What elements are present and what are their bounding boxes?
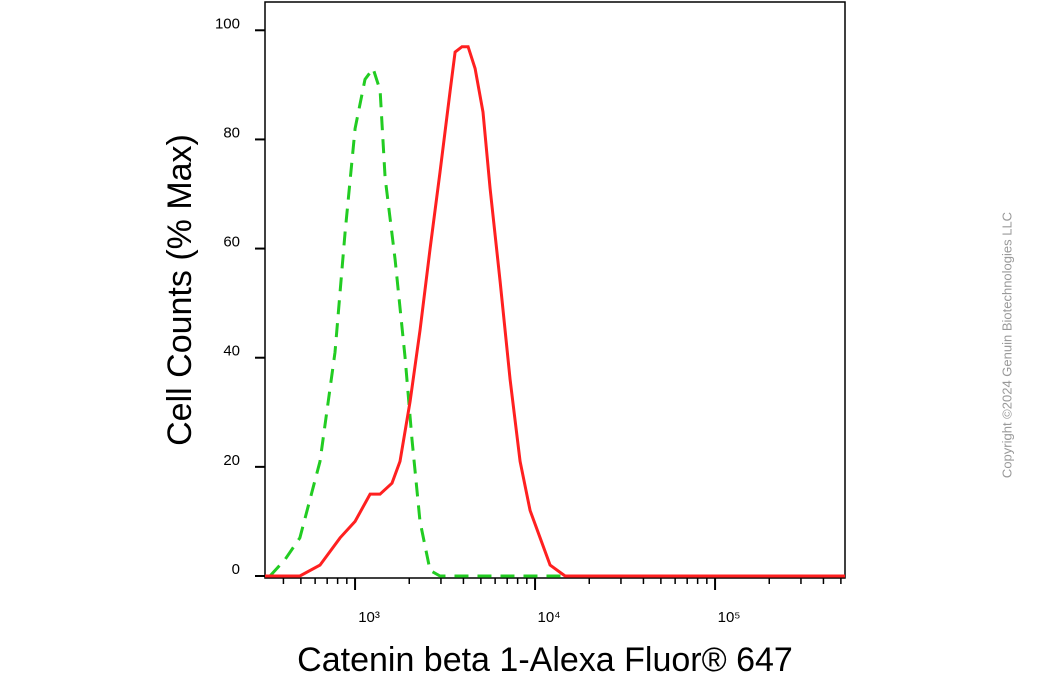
x-tick-label: 10⁴ xyxy=(537,609,560,626)
y-tick-label: 20 xyxy=(223,452,240,469)
x-axis-label: Catenin beta 1-Alexa Fluor® 647 xyxy=(297,641,793,679)
plot-frame xyxy=(264,1,846,579)
x-tick-label: 10³ xyxy=(358,609,380,626)
y-tick-label: 0 xyxy=(232,561,240,578)
y-axis-label: Cell Counts (% Max) xyxy=(161,134,199,446)
y-tick-label: 80 xyxy=(223,124,240,141)
x-tick-label: 10⁵ xyxy=(718,609,741,626)
histogram-line xyxy=(268,65,845,578)
y-tick-label: 60 xyxy=(223,234,240,251)
y-tick-label: 40 xyxy=(223,343,240,360)
y-tick-label: 100 xyxy=(215,15,240,32)
histogram-line xyxy=(265,45,845,578)
watermark: Copyright ©2024 Genuin Biotechnologies L… xyxy=(999,212,1014,478)
